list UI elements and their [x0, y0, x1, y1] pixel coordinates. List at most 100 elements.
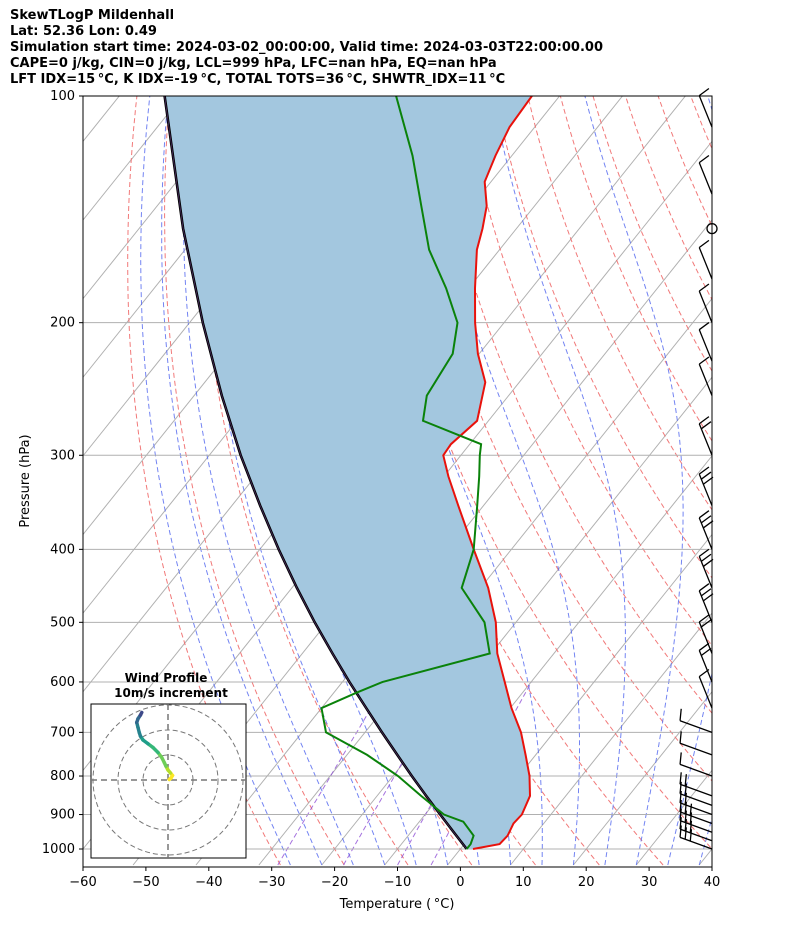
- wind-barb-feather: [684, 818, 687, 832]
- wind-barb-feather: [684, 810, 687, 823]
- chart-title-station: SkewTLogP Mildenhall: [10, 8, 175, 23]
- wind-barb-feather: [700, 619, 712, 628]
- wind-barb-feather: [679, 808, 682, 821]
- moist-adiabat-line: [182, 96, 354, 866]
- hodograph-title: Wind Profile: [125, 671, 208, 685]
- wind-barb-staff: [698, 290, 713, 323]
- wind-barb-staff: [698, 363, 713, 396]
- wind-barb: [698, 356, 713, 396]
- wind-barb: [679, 790, 713, 816]
- x-tick-label: −10: [384, 875, 411, 890]
- x-tick-label: 20: [578, 875, 595, 890]
- moist-adiabat-line: [698, 815, 712, 866]
- wind-barb: [698, 322, 713, 362]
- dry-adiabat-line: [625, 96, 712, 301]
- x-tick-label: 40: [704, 875, 721, 890]
- x-tick-label: −20: [321, 875, 348, 890]
- wind-barb-feather: [679, 781, 682, 794]
- dry-adiabat-line: [127, 96, 281, 866]
- wind-barb-staff: [679, 819, 713, 833]
- wind-barb-feather: [689, 803, 693, 816]
- dry-adiabat-line: [364, 96, 712, 850]
- isotherm-line: [573, 690, 712, 866]
- wind-barb: [698, 668, 713, 709]
- dry-adiabat-line: [164, 96, 345, 866]
- y-tick-label: 1000: [42, 842, 75, 857]
- moist-adiabat-line: [205, 96, 386, 866]
- wind-barb-feather: [689, 812, 693, 825]
- moist-adiabat-line: [161, 96, 323, 866]
- chart-title-location: Lat: 52.36 Lon: 0.49: [10, 24, 157, 39]
- wind-barb-feather: [700, 471, 712, 480]
- dewpoint-profile-line: [320, 96, 491, 850]
- x-tick-label: −40: [195, 875, 222, 890]
- wind-barb-feather: [679, 817, 682, 830]
- x-tick-label: −50: [132, 875, 159, 890]
- wind-barb: [698, 583, 714, 623]
- y-tick-label: 500: [50, 615, 75, 630]
- wind-barb: [679, 731, 713, 756]
- wind-barb-staff: [698, 517, 713, 550]
- wind-barb-feather: [698, 583, 710, 592]
- dry-adiabat-line: [397, 96, 712, 782]
- wind-barb-feather: [702, 593, 714, 602]
- y-tick-label: 800: [50, 769, 75, 784]
- wind-barb-feather: [684, 783, 687, 796]
- wind-barb-staff: [698, 621, 713, 654]
- chart-title-indices-2: LFT IDX=15 °C, K IDX=-19 °C, TOTAL TOTS=…: [10, 72, 506, 87]
- wind-barb-staff: [679, 811, 713, 825]
- dry-adiabat-line: [462, 96, 712, 647]
- wind-barb: [698, 614, 713, 654]
- wind-barb-feather: [702, 476, 714, 485]
- dry-adiabat-line: [592, 96, 712, 372]
- wind-barb-feather: [684, 792, 687, 805]
- moist-adiabat-line: [584, 96, 684, 866]
- wind-barb-feather: [700, 588, 712, 597]
- wind-barb-staff: [698, 329, 713, 362]
- mixing-ratio-line: [343, 681, 450, 866]
- dry-adiabat-line: [527, 96, 712, 511]
- dry-adiabat-line: [789, 96, 794, 865]
- wind-barb: [698, 510, 714, 550]
- hodograph-inset: Wind Profile 10m/s increment: [90, 671, 247, 859]
- y-tick-label: 600: [50, 675, 75, 690]
- wind-barb-feather: [700, 421, 712, 430]
- wind-barb: [679, 752, 713, 777]
- x-axis-label: Temperature ( °C): [339, 897, 455, 912]
- dry-adiabat-line: [723, 96, 794, 865]
- wind-barb-feather: [698, 88, 710, 97]
- parcel-profile-highlight: [164, 96, 468, 850]
- dry-adiabat-line: [559, 96, 712, 442]
- wind-barb-feather: [684, 827, 687, 840]
- wind-barb-feather: [698, 322, 710, 331]
- x-tick-label: 10: [515, 875, 532, 890]
- wind-barb: [698, 283, 713, 323]
- wind-barb-staff: [698, 247, 713, 280]
- wind-barb: [679, 781, 713, 806]
- wind-barb: [679, 772, 713, 797]
- wind-barb-feather: [698, 283, 710, 292]
- wind-barb-feather: [700, 647, 712, 656]
- dry-adiabat-line: [657, 96, 712, 227]
- wind-barb-staff: [698, 676, 713, 709]
- moist-adiabat-line: [140, 96, 291, 866]
- wind-barb-staff: [698, 556, 713, 589]
- wind-barb: [698, 416, 713, 456]
- wind-barb-feather: [698, 510, 710, 519]
- wind-barb-staff: [679, 836, 713, 850]
- wind-barb-staff: [698, 473, 713, 506]
- y-tick-label: 400: [50, 542, 75, 557]
- wind-barb-feather: [689, 829, 693, 842]
- x-tick-label: 0: [456, 875, 464, 890]
- wind-barb-feather: [700, 553, 712, 562]
- isotherm-line: [510, 612, 712, 866]
- wind-barb-feather: [679, 825, 682, 838]
- isotherm-line: [447, 533, 712, 866]
- x-tick-label: −60: [69, 875, 96, 890]
- wind-barb-staff: [679, 720, 713, 733]
- wind-barb: [679, 808, 713, 833]
- isotherm-line: [762, 96, 794, 865]
- hodograph-trace-segment: [138, 710, 144, 717]
- wind-barb: [698, 548, 714, 589]
